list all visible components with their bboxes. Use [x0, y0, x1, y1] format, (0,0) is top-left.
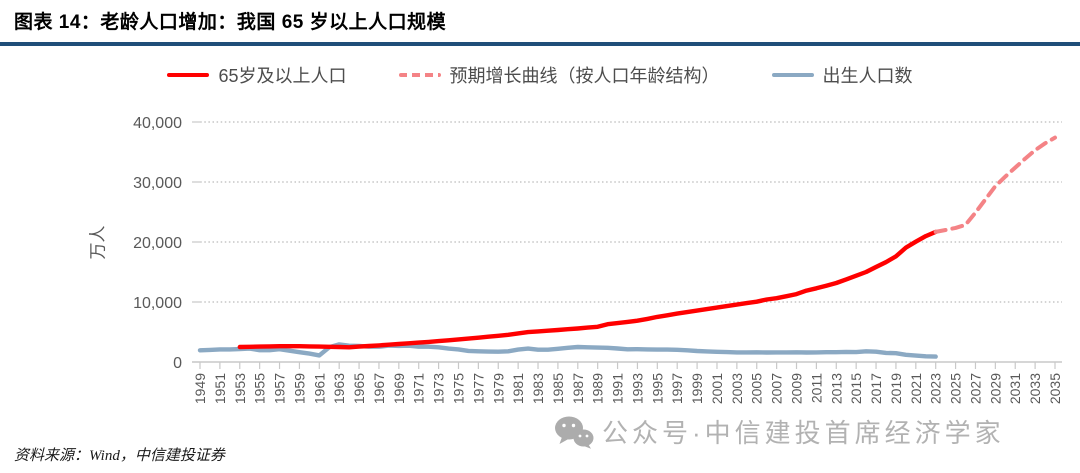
x-tick-label: 2003	[729, 373, 745, 404]
x-tick-label: 1981	[510, 373, 526, 404]
x-tick-label: 1953	[232, 373, 248, 404]
x-tick-label: 2027	[967, 373, 983, 404]
x-tick-label: 2021	[908, 373, 924, 404]
x-tick-label: 1989	[590, 373, 606, 404]
x-tick-label: 2031	[1007, 373, 1023, 404]
x-tick-label: 2011	[808, 373, 824, 403]
x-tick-label: 2025	[948, 373, 964, 404]
x-tick-label: 2015	[848, 373, 864, 404]
watermark: 公众号·中信建投首席经济学家	[554, 413, 1005, 450]
x-tick-label: 1995	[649, 373, 665, 404]
x-tick-label: 2009	[789, 373, 805, 404]
x-tick-label: 1973	[431, 373, 447, 404]
x-tick-label: 2023	[928, 373, 944, 404]
x-tick-label: 1963	[331, 373, 347, 404]
x-tick-label: 1977	[470, 373, 486, 404]
y-tick-label: 20,000	[133, 235, 182, 252]
x-tick-label: 1965	[351, 373, 367, 404]
x-tick-label: 1975	[450, 373, 466, 404]
x-tick-label: 2029	[987, 373, 1003, 404]
x-tick-label: 1999	[689, 373, 705, 404]
figure-title: 图表 14：老龄人口增加：我国 65 岁以上人口规模	[14, 12, 447, 33]
x-tick-label: 1957	[272, 373, 288, 404]
y-tick-label: 10,000	[133, 295, 182, 312]
x-tick-label: 2001	[709, 373, 725, 404]
x-tick-label: 2035	[1047, 373, 1063, 404]
y-axis-unit-label: 万人	[88, 225, 108, 260]
legend-label-births: 出生人口数	[822, 66, 913, 86]
x-tick-label: 1997	[669, 373, 685, 404]
x-tick-label: 1979	[490, 373, 506, 404]
y-tick-label: 0	[173, 355, 182, 372]
x-tick-label: 1955	[252, 373, 268, 404]
y-tick-label: 30,000	[133, 175, 182, 192]
x-tick-label: 2019	[888, 373, 904, 404]
source-note: 资料来源：Wind，中信建投证券	[14, 448, 225, 464]
x-tick-label: 2017	[868, 373, 884, 404]
x-tick-label: 1949	[192, 373, 208, 404]
legend-label-aged65plus: 65岁及以上人口	[218, 66, 347, 86]
wechat-icon	[555, 416, 594, 449]
legend-item-aged65plus: 65岁及以上人口	[167, 62, 347, 88]
x-tick-label: 1985	[550, 373, 566, 404]
x-tick-label: 2007	[769, 373, 785, 404]
x-tick-label: 1959	[291, 373, 307, 404]
x-tick-label: 1969	[391, 373, 407, 404]
x-tick-label: 1961	[311, 373, 327, 404]
legend-label-projection: 预期增长曲线（按人口年龄结构）	[449, 66, 720, 86]
x-tick-label: 1987	[570, 373, 586, 404]
x-tick-label: 1993	[629, 373, 645, 404]
x-tick-label: 1971	[411, 373, 427, 404]
series-line-projection	[933, 135, 1057, 234]
legend-item-births: 出生人口数	[771, 62, 913, 88]
x-tick-label: 2013	[828, 373, 844, 404]
x-tick-label: 1951	[212, 373, 228, 404]
y-tick-label: 40,000	[133, 115, 182, 132]
x-tick-label: 1983	[530, 373, 546, 404]
x-tick-label: 1967	[371, 373, 387, 404]
legend-swatch-aged65plus	[167, 73, 210, 77]
legend-swatch-births	[771, 73, 814, 77]
x-tick-label: 2033	[1027, 373, 1043, 404]
watermark-text: 公众号·中信建投首席经济学家	[602, 418, 1005, 448]
series-line-births	[197, 342, 938, 359]
x-tick-label: 1991	[610, 373, 626, 404]
legend-item-projection: 预期增长曲线（按人口年龄结构）	[398, 62, 720, 88]
legend-swatch-projection	[398, 73, 441, 77]
series-line-aged65plus	[237, 229, 938, 350]
x-tick-label: 2005	[749, 373, 765, 404]
title-divider	[0, 42, 1080, 46]
chart-legend: 65岁及以上人口 预期增长曲线（按人口年龄结构） 出生人口数	[0, 62, 1080, 88]
